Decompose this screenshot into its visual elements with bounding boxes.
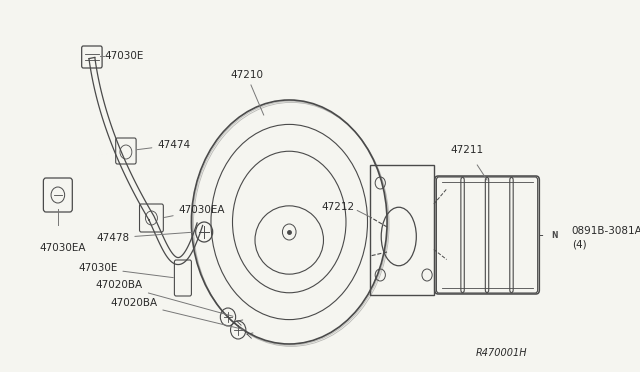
Text: 47030E: 47030E [104, 51, 144, 61]
Text: 0891B-3081A: 0891B-3081A [572, 226, 640, 236]
Text: N: N [552, 231, 558, 240]
Text: 47478: 47478 [96, 232, 193, 243]
Text: 47474: 47474 [137, 140, 191, 150]
Text: 47211: 47211 [451, 145, 484, 155]
Text: 47210: 47210 [230, 70, 263, 80]
Text: (4): (4) [572, 239, 586, 249]
Text: 47020BA: 47020BA [96, 280, 233, 316]
Text: R470001H: R470001H [476, 348, 527, 358]
Text: 47020BA: 47020BA [110, 298, 243, 329]
Text: 47030EA: 47030EA [164, 205, 225, 218]
Text: 47030E: 47030E [78, 263, 173, 278]
Text: 47212: 47212 [322, 202, 355, 212]
Text: 47030EA: 47030EA [39, 243, 86, 253]
